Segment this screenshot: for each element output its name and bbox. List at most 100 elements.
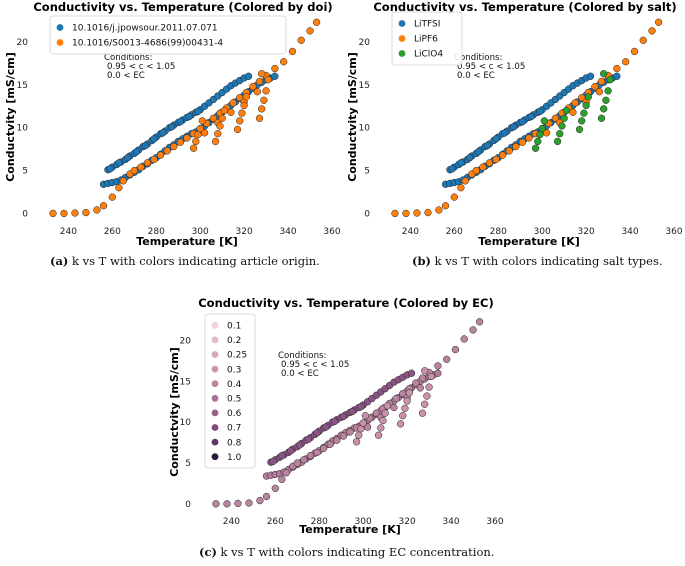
panel-c: Conductivity vs. Temperature (Colored by… — [160, 290, 530, 540]
x-tick-label: 300 — [534, 227, 551, 237]
data-point — [49, 209, 57, 218]
x-tick-label: 280 — [148, 227, 165, 237]
legend-marker — [56, 39, 64, 46]
caption-b-label: (b) — [412, 254, 431, 268]
caption-a: (a) k vs T with colors indicating articl… — [50, 254, 320, 268]
data-point — [214, 130, 222, 138]
data-point — [602, 96, 610, 104]
data-point — [288, 47, 297, 56]
data-point — [392, 394, 400, 403]
data-point — [604, 87, 612, 95]
legend-label: LiTFSI — [414, 20, 440, 30]
x-tick-label: 240 — [223, 517, 240, 527]
data-point — [534, 137, 542, 146]
data-point — [622, 58, 630, 66]
data-point — [512, 142, 520, 151]
data-point — [212, 500, 220, 508]
data-point — [630, 47, 639, 56]
data-point — [249, 82, 257, 91]
data-point — [584, 93, 592, 101]
data-point — [390, 403, 398, 412]
data-point — [357, 403, 365, 411]
data-point — [236, 117, 244, 125]
data-point — [361, 412, 370, 420]
data-point — [355, 431, 363, 439]
legend-box — [391, 11, 463, 66]
conditions-annotation: Conditions: — [278, 351, 326, 361]
data-point — [256, 496, 264, 505]
x-tick-label: 300 — [192, 227, 209, 237]
panel-b: Conductivity vs. Temperature (Colored by… — [342, 0, 685, 270]
data-point — [425, 383, 433, 391]
y-tick-label: 0 — [22, 209, 28, 219]
y-axis-label: Conductvity [mS/cm] — [168, 347, 181, 477]
data-point — [575, 125, 584, 134]
legend-label: LiClO4 — [414, 50, 443, 60]
data-point — [339, 432, 348, 440]
data-point — [359, 419, 367, 427]
data-point — [597, 77, 606, 86]
data-point — [509, 123, 518, 131]
y-tick-label: 10 — [359, 124, 371, 134]
legend-label: 0.8 — [227, 438, 242, 448]
data-point — [258, 105, 266, 113]
data-point — [401, 404, 409, 412]
data-point — [381, 409, 389, 417]
data-point — [176, 138, 185, 146]
y-tick-label: 0 — [185, 500, 191, 510]
legend-marker — [211, 438, 219, 446]
data-point — [536, 107, 544, 116]
data-point — [450, 193, 458, 201]
data-point — [176, 118, 185, 126]
data-point — [569, 108, 577, 116]
data-point — [405, 389, 413, 397]
data-point — [435, 206, 443, 214]
y-tick-label: 5 — [364, 167, 370, 177]
x-tick-label: 260 — [446, 227, 463, 237]
data-point — [538, 124, 546, 133]
data-point — [606, 76, 614, 84]
legend-label: 0.6 — [227, 409, 242, 419]
data-point — [472, 166, 480, 175]
legend-marker — [56, 24, 64, 31]
data-point — [399, 412, 407, 420]
x-axis-label: Temperature [K] — [478, 235, 580, 248]
data-point — [648, 27, 656, 35]
data-point — [423, 392, 431, 400]
data-point — [60, 209, 68, 218]
data-point — [233, 125, 242, 134]
panel-a: Conductivity vs. Temperature (Colored by… — [0, 0, 342, 270]
data-point — [505, 147, 513, 155]
data-point — [377, 424, 385, 432]
data-point — [313, 448, 321, 457]
data-point — [330, 417, 339, 426]
x-tick-label: 340 — [279, 227, 296, 237]
data-point — [119, 177, 127, 185]
data-point — [525, 134, 533, 142]
data-point — [483, 142, 491, 150]
conditions-annotation: 0.0 < EC — [281, 369, 319, 379]
data-point — [141, 142, 149, 150]
data-point — [271, 64, 279, 73]
x-tick-label: 320 — [578, 227, 595, 237]
data-point — [352, 438, 361, 446]
data-point — [262, 87, 270, 95]
x-tick-label: 240 — [402, 227, 419, 237]
data-point — [383, 402, 391, 410]
data-point — [192, 137, 200, 146]
data-point — [492, 135, 500, 143]
data-point — [531, 144, 540, 152]
data-point — [216, 122, 224, 130]
legend-label: 0.4 — [227, 380, 242, 390]
chart-b: Conductivity vs. Temperature (Colored by… — [346, 0, 683, 248]
data-point — [551, 114, 560, 122]
legend-label: 10.1016/j.jpowsour.2011.07.071 — [72, 24, 218, 34]
data-point — [132, 148, 141, 156]
data-point — [339, 412, 348, 421]
data-point — [501, 129, 509, 137]
data-point — [475, 318, 484, 326]
data-point — [282, 469, 290, 477]
y-tick-label: 20 — [17, 38, 29, 48]
data-point — [278, 475, 286, 483]
y-tick-label: 10 — [17, 124, 29, 134]
